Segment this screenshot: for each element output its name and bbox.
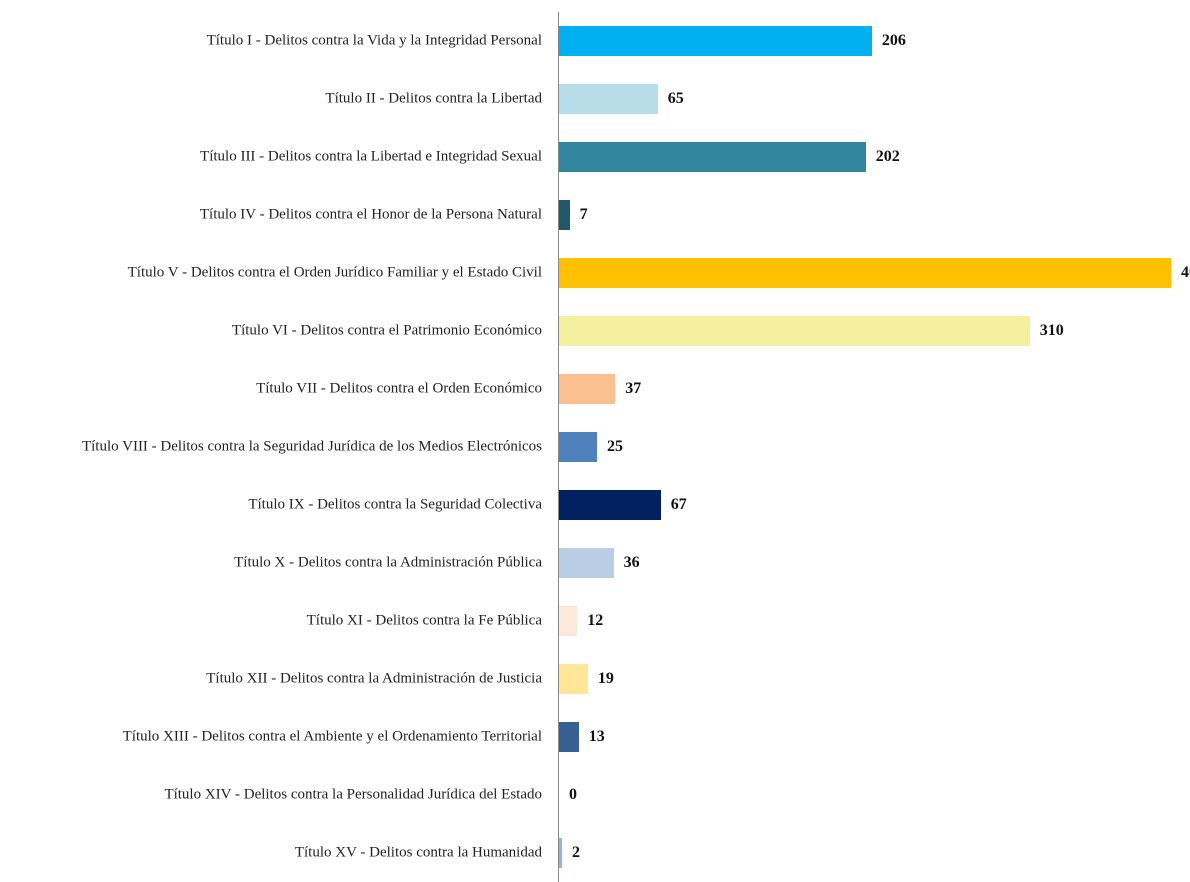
category-label: Título X - Delitos contra la Administrac…: [234, 554, 542, 571]
data-label: 19: [597, 670, 614, 687]
category-label: Título VIII - Delitos contra la Segurida…: [81, 438, 542, 455]
data-label: 12: [587, 612, 604, 629]
data-label: 403: [1181, 264, 1190, 281]
bar: [559, 432, 597, 462]
data-label: 25: [606, 438, 623, 455]
data-label: 67: [670, 496, 687, 513]
category-label: Título XIV - Delitos contra la Personali…: [164, 786, 542, 803]
category-label: Título V - Delitos contra el Orden Juríd…: [127, 264, 542, 281]
category-label: Título III - Delitos contra la Libertad …: [200, 148, 542, 165]
category-label: Título II - Delitos contra la Libertad: [325, 90, 542, 107]
category-label: Título XIII - Delitos contra el Ambiente…: [122, 728, 542, 745]
bar: [559, 84, 658, 114]
bar: [559, 142, 866, 172]
bar: [559, 258, 1171, 288]
bar: [559, 374, 616, 404]
data-label: 7: [579, 206, 588, 223]
data-label: 13: [588, 728, 605, 745]
data-label: 310: [1039, 322, 1064, 339]
bar: [559, 490, 661, 520]
bar: [559, 606, 578, 636]
data-label: 36: [623, 554, 640, 571]
data-label: 37: [625, 380, 642, 397]
data-label: 0: [569, 786, 577, 803]
bar: [559, 722, 579, 752]
bar: [559, 316, 1030, 346]
category-label: Título XI - Delitos contra la Fe Pública: [306, 612, 542, 629]
data-label: 206: [881, 32, 906, 49]
bar: [559, 548, 614, 578]
category-axis: [558, 12, 559, 882]
category-label: Título IV - Delitos contra el Honor de l…: [199, 206, 542, 223]
category-label: Título XII - Delitos contra la Administr…: [206, 670, 542, 687]
category-label: Título VI - Delitos contra el Patrimonio…: [231, 322, 542, 339]
bar: [559, 26, 872, 56]
category-label: Título IX - Delitos contra la Seguridad …: [248, 496, 542, 513]
data-label: 65: [667, 90, 684, 107]
category-label: Título VII - Delitos contra el Orden Eco…: [256, 380, 542, 397]
category-label: Título XV - Delitos contra la Humanidad: [294, 844, 542, 861]
data-label: 2: [572, 844, 581, 861]
category-label: Título I - Delitos contra la Vida y la I…: [206, 32, 542, 49]
bar: [559, 838, 563, 868]
bar: [559, 200, 570, 230]
bar: [559, 664, 588, 694]
data-label: 202: [875, 148, 900, 165]
